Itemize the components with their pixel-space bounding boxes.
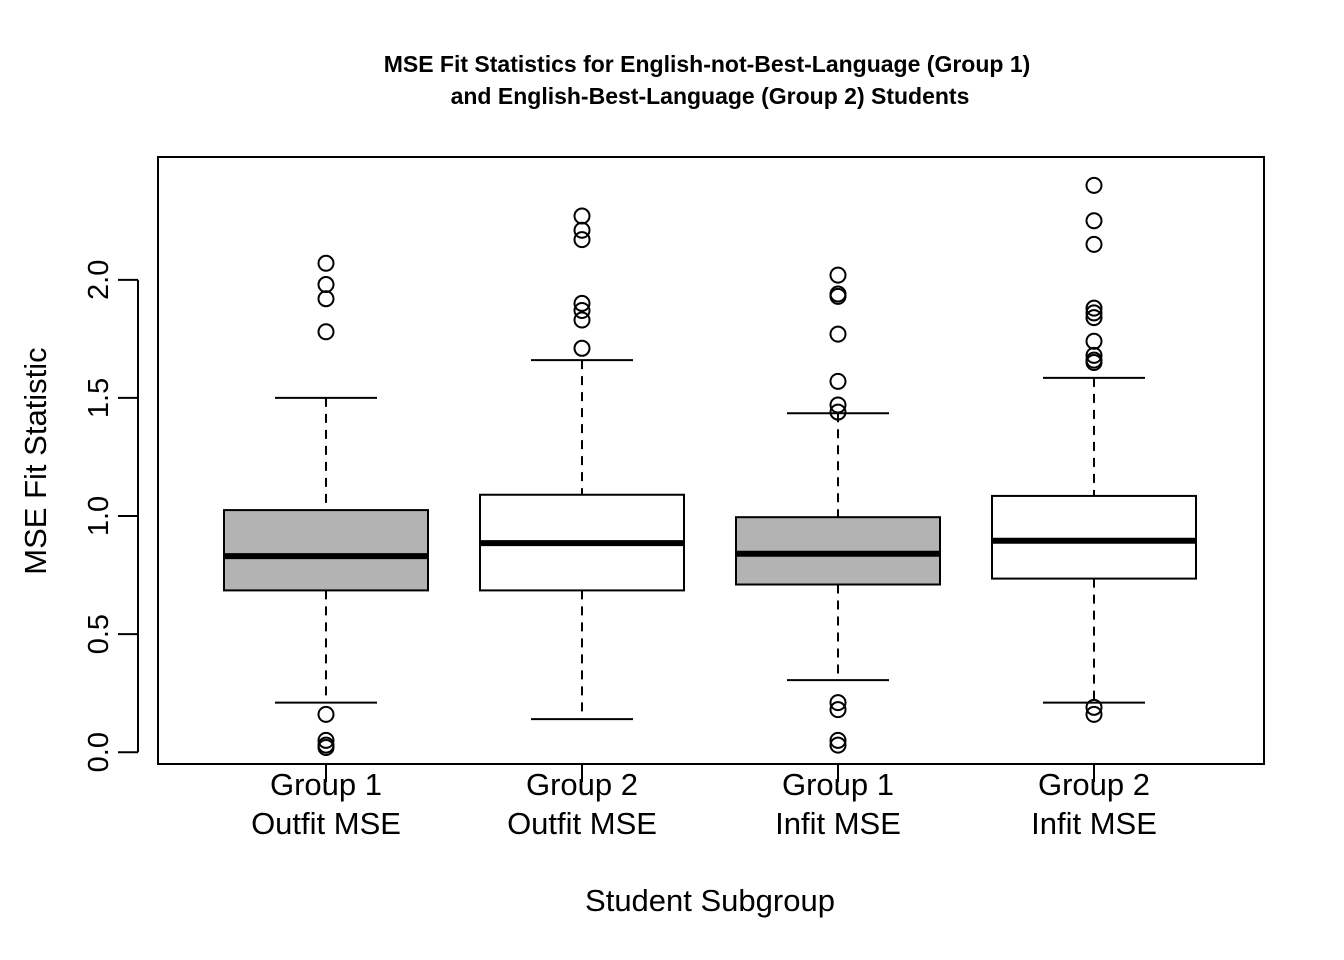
- x-tick-label-line2: Outfit MSE: [251, 806, 401, 841]
- outlier-point: [573, 339, 591, 357]
- outlier-point: [829, 372, 847, 390]
- outlier-point: [1085, 353, 1103, 371]
- outlier-point: [317, 254, 335, 272]
- outlier-point: [829, 701, 847, 719]
- outlier-point: [317, 705, 335, 723]
- outlier-point: [573, 231, 591, 249]
- boxes-layer: [223, 176, 1197, 756]
- outlier-point: [573, 302, 591, 320]
- x-tick-label-line2: Outfit MSE: [507, 806, 657, 841]
- y-tick-label: 0.5: [83, 614, 115, 654]
- outlier-point: [1085, 346, 1103, 364]
- y-tick-label: 1.0: [83, 496, 115, 536]
- outlier-point: [829, 325, 847, 343]
- box-group: [479, 207, 685, 721]
- x-axis-label: Student Subgroup: [585, 883, 835, 918]
- outlier-point: [573, 207, 591, 225]
- x-axis: Group 1 Outfit MSE Group 2 Outfit MSE Group …: [251, 763, 1157, 841]
- chart-title-line2: and English-Best-Language (Group 2) Stud…: [451, 83, 970, 109]
- outlier-point: [573, 311, 591, 329]
- outlier-point: [829, 396, 847, 414]
- outlier-point: [1085, 176, 1103, 194]
- outlier-point: [1085, 698, 1103, 716]
- outlier-point: [1085, 299, 1103, 317]
- outlier-point: [1085, 332, 1103, 350]
- y-tick-label: 0.0: [83, 732, 115, 772]
- outlier-point: [829, 266, 847, 284]
- outlier-point: [1085, 705, 1103, 723]
- outlier-point: [829, 287, 847, 305]
- outlier-point: [1085, 212, 1103, 230]
- x-tick-label-line1: Group 2: [1038, 767, 1150, 802]
- box-group: [735, 266, 941, 754]
- box-group: [223, 254, 429, 756]
- x-tick-label-line1: Group 1: [782, 767, 894, 802]
- outlier-point: [317, 276, 335, 294]
- box-iqr: [991, 494, 1197, 580]
- outlier-point: [1085, 304, 1103, 322]
- y-tick-label: 1.5: [83, 378, 115, 418]
- y-axis-label: MSE Fit Statistic: [18, 347, 53, 574]
- outlier-point: [573, 221, 591, 239]
- x-tick-label-line1: Group 2: [526, 767, 638, 802]
- outlier-point: [829, 736, 847, 754]
- box-group: [991, 176, 1197, 723]
- x-tick-label-line1: Group 1: [270, 767, 382, 802]
- x-tick-label-line2: Infit MSE: [1031, 806, 1157, 841]
- y-axis: 0.0 0.5 1.0 1.5 2.0: [83, 260, 139, 772]
- outlier-point: [1085, 235, 1103, 253]
- plot-frame: [157, 156, 1265, 765]
- outlier-point: [317, 738, 335, 756]
- outlier-point: [317, 731, 335, 749]
- outlier-point: [829, 731, 847, 749]
- outlier-point: [829, 403, 847, 421]
- outlier-point: [317, 323, 335, 341]
- x-tick-label-line2: Infit MSE: [775, 806, 901, 841]
- outlier-point: [573, 294, 591, 312]
- outlier-point: [317, 290, 335, 308]
- outlier-point: [1085, 309, 1103, 327]
- y-tick-label: 2.0: [83, 260, 115, 300]
- box-iqr: [223, 509, 429, 592]
- outlier-point: [829, 694, 847, 712]
- chart-title-line1: MSE Fit Statistics for English-not-Best-…: [384, 51, 1031, 77]
